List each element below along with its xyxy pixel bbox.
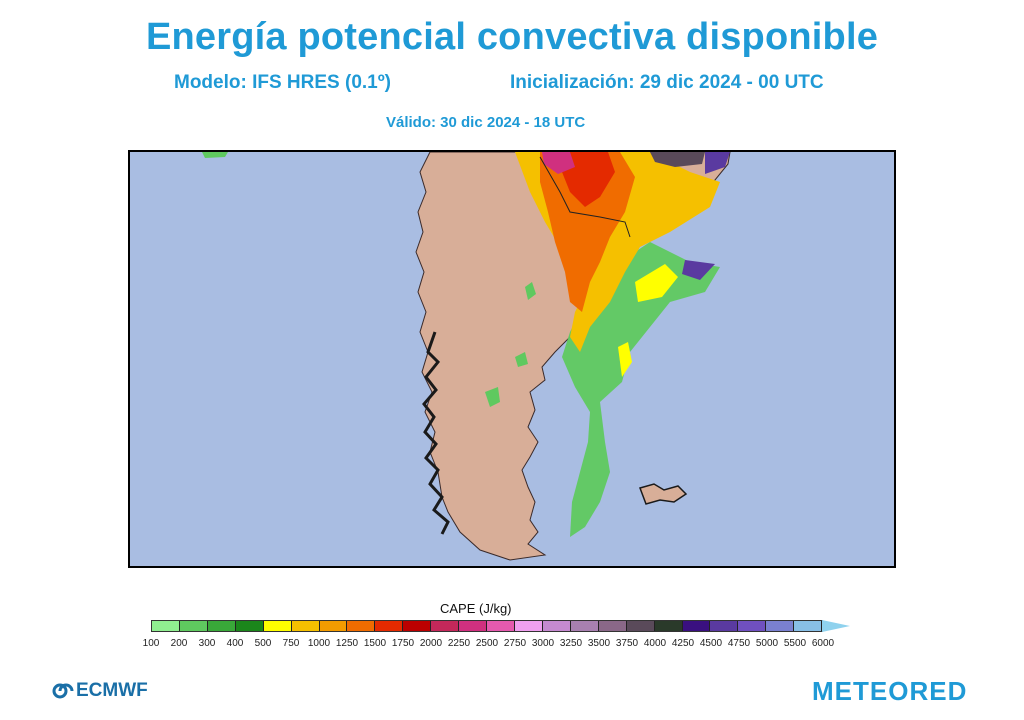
colorbar-segment <box>738 621 767 631</box>
cape-dark-northeast <box>650 152 705 167</box>
colorbar-tick-label: 2750 <box>503 638 527 649</box>
cape-patch-d <box>202 152 228 158</box>
cape-purple-coast <box>682 260 715 280</box>
colorbar-segment <box>152 621 180 631</box>
cape-patch-b <box>515 352 528 367</box>
cape-magenta-core <box>542 152 575 174</box>
map-panel[interactable] <box>128 150 896 568</box>
cape-yellow-south <box>618 342 632 377</box>
cape-purple-northeast <box>705 152 730 174</box>
chile-coastline <box>422 331 450 535</box>
cape-yellow-east <box>635 264 678 302</box>
colorbar-segment <box>710 621 739 631</box>
colorbar-segment <box>570 621 599 631</box>
colorbar-segment <box>542 621 571 631</box>
colorbar-segment <box>291 621 320 631</box>
colorbar-tick-label: 2000 <box>419 638 443 649</box>
colorbar-segment <box>347 621 376 631</box>
colorbar-segment <box>487 621 515 631</box>
colorbar-tick-label: 6000 <box>811 638 835 649</box>
colorbar-tick-label: 750 <box>282 638 300 649</box>
init-label: Inicialización: 29 dic 2024 - 00 UTC <box>510 72 824 93</box>
colorbar-tick-label: 4250 <box>671 638 695 649</box>
colorbar-tick-label: 300 <box>198 638 216 649</box>
colorbar-tick-label: 4500 <box>699 638 723 649</box>
colorbar-segment <box>403 621 432 631</box>
colorbar-tick-label: 1250 <box>335 638 359 649</box>
border-line <box>539 156 631 238</box>
colorbar-segment <box>459 621 488 631</box>
model-label: Modelo: IFS HRES (0.1º) <box>174 72 392 93</box>
falkland-islands <box>639 483 688 505</box>
ecmwf-logo-text: ECMWF <box>76 680 148 701</box>
colorbar-segment <box>766 621 795 631</box>
colorbar-segment <box>319 621 348 631</box>
cape-orange-core <box>540 152 635 312</box>
colorbar-tick-label: 5500 <box>783 638 807 649</box>
colorbar-segment <box>263 621 292 631</box>
map-title: Energía potencial convectiva disponible <box>145 16 879 58</box>
colorbar-tick-label: 1000 <box>307 638 331 649</box>
colorbar-segment <box>235 621 264 631</box>
colorbar-tick-label: 3500 <box>587 638 611 649</box>
colorbar-tick-label: 3000 <box>531 638 555 649</box>
colorbar-ticks: 100 200 300 400 500 750 1000 1250 1500 1750 2000 22… <box>143 638 834 652</box>
cape-map <box>130 152 894 566</box>
colorbar-segment <box>514 621 543 631</box>
ecmwf-mark-icon <box>52 683 74 699</box>
cape-patch-c <box>485 387 500 407</box>
colorbar-tick-label: 1500 <box>363 638 387 649</box>
colorbar-tick-label: 4750 <box>727 638 751 649</box>
colorbar-segment <box>682 621 711 631</box>
ecmwf-logo: ECMWF <box>52 680 148 702</box>
colorbar-tick-label: 200 <box>170 638 188 649</box>
colorbar-tick-label: 5000 <box>755 638 779 649</box>
colorbar-tick-label: 2500 <box>475 638 499 649</box>
colorbar-tick-label: 1750 <box>391 638 415 649</box>
colorbar-segment <box>794 621 823 631</box>
colorbar-segment <box>626 621 655 631</box>
colorbar-segment <box>654 621 683 631</box>
colorbar-arrow <box>822 620 850 632</box>
colorbar-tick-label: 100 <box>142 638 160 649</box>
cape-green-band <box>562 242 720 537</box>
colorbar-tick-label: 2250 <box>447 638 471 649</box>
colorbar-segment <box>375 621 404 631</box>
colorbar-segment <box>207 621 236 631</box>
colorbar-title: CAPE (J/kg) <box>440 601 512 616</box>
valid-label: Válido: 30 dic 2024 - 18 UTC <box>386 114 586 131</box>
cape-patch-a <box>525 282 536 300</box>
colorbar <box>151 620 823 632</box>
colorbar-segment <box>179 621 208 631</box>
colorbar-tick-label: 3250 <box>559 638 583 649</box>
colorbar-tick-label: 3750 <box>615 638 639 649</box>
meteored-logo: METEORED <box>812 676 968 706</box>
colorbar-tick-label: 400 <box>226 638 244 649</box>
colorbar-segment <box>598 621 627 631</box>
colorbar-tick-label: 4000 <box>643 638 667 649</box>
colorbar-segment <box>431 621 460 631</box>
colorbar-tick-label: 500 <box>254 638 272 649</box>
